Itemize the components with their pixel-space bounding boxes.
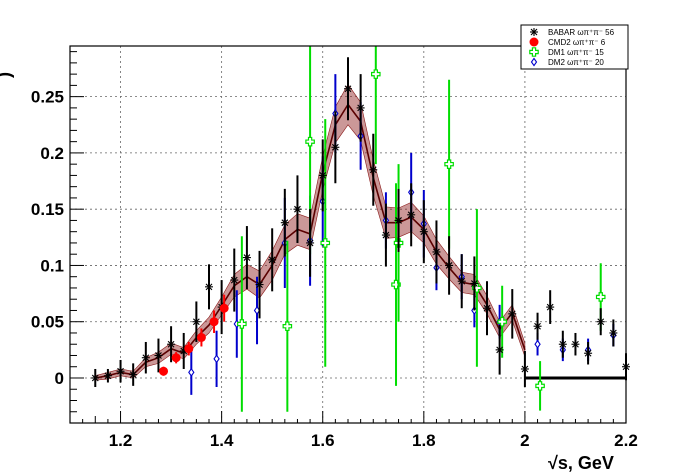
legend-marker xyxy=(529,37,539,47)
y-tick-label: 0.15 xyxy=(31,200,64,219)
data-point xyxy=(497,316,507,327)
data-point xyxy=(495,345,504,354)
y-tick-label: 0.1 xyxy=(40,256,64,275)
data-point xyxy=(596,317,605,326)
data-point xyxy=(571,340,580,349)
data-point xyxy=(369,165,378,174)
legend-label: BABAR ωπ⁺π⁻ 56 xyxy=(548,28,615,37)
data-point xyxy=(457,277,466,286)
y-tick-label: 0.2 xyxy=(40,144,64,163)
x-tick-label: 2 xyxy=(520,431,529,450)
data-point xyxy=(167,340,176,349)
series-1 xyxy=(159,294,229,376)
data-point xyxy=(219,303,229,313)
data-point xyxy=(320,238,331,248)
data-point xyxy=(520,364,529,373)
data-point xyxy=(129,370,138,379)
x-tick-label: 1.4 xyxy=(210,431,234,450)
legend-box xyxy=(520,24,629,70)
data-point xyxy=(306,238,315,247)
legend-label: CMD2 ωπ⁺π⁻ 6 xyxy=(548,38,606,47)
y-tick-label: 0.05 xyxy=(31,313,64,332)
data-point xyxy=(196,332,206,342)
data-point xyxy=(103,371,112,380)
data-point xyxy=(282,321,293,332)
data-point xyxy=(255,280,264,289)
data-point xyxy=(154,351,163,360)
data-point xyxy=(609,328,618,337)
data-point xyxy=(508,309,517,318)
tick-labels: 1.2 1.4 1.6 1.8 2 2.2 0 0.05 0.1 0.15 0.2 0.25 xyxy=(31,88,638,450)
data-point xyxy=(242,253,251,262)
data-point xyxy=(318,171,327,180)
data-point xyxy=(237,319,247,329)
data-point xyxy=(407,210,416,219)
data-point xyxy=(546,303,555,312)
x-tick-label: 1.2 xyxy=(109,431,133,450)
data-point xyxy=(344,84,352,93)
data-point xyxy=(91,373,100,382)
data-point xyxy=(371,69,381,79)
x-tick-label: 2.2 xyxy=(614,431,638,450)
x-tick-label: 1.8 xyxy=(412,431,436,450)
data-point xyxy=(584,349,593,358)
data-point xyxy=(192,317,201,326)
x-axis-title: √s, GeV xyxy=(548,453,614,472)
data-point xyxy=(188,367,195,377)
data-point xyxy=(268,255,277,264)
legend-marker xyxy=(530,57,538,67)
legend-marker xyxy=(530,28,538,36)
data-point xyxy=(381,231,390,240)
data-point xyxy=(184,344,194,354)
data-point xyxy=(280,218,289,227)
data-point xyxy=(230,276,239,285)
data-point xyxy=(472,283,482,293)
data-point xyxy=(116,367,125,376)
data-point xyxy=(534,339,541,349)
data-point xyxy=(213,354,220,364)
data-point xyxy=(356,103,365,112)
data-point xyxy=(159,366,169,376)
data-point xyxy=(305,136,315,147)
y-tick-label: 0 xyxy=(55,369,64,388)
data-points xyxy=(91,46,630,412)
data-point xyxy=(209,317,219,327)
data-point xyxy=(419,227,428,236)
data-point xyxy=(205,282,213,291)
legend-label: DM2 ωπ⁺π⁻ 20 xyxy=(548,58,604,67)
data-point xyxy=(558,340,567,349)
data-point xyxy=(483,304,491,313)
data-point xyxy=(595,292,606,302)
x-tick-label: 1.6 xyxy=(311,431,335,450)
data-point xyxy=(445,261,454,270)
data-point xyxy=(331,143,340,152)
data-point xyxy=(535,381,545,391)
data-point xyxy=(533,322,542,331)
data-point xyxy=(293,205,302,214)
data-point xyxy=(394,216,403,225)
axis-ticks xyxy=(69,51,627,424)
data-point xyxy=(444,159,454,169)
data-point xyxy=(141,353,150,362)
y-axis-title: ) xyxy=(0,72,14,78)
data-point xyxy=(432,247,441,256)
y-tick-label: 0.25 xyxy=(31,88,64,107)
legend-label: DM1 ωπ⁺π⁻ 15 xyxy=(548,48,604,57)
data-point xyxy=(470,279,479,288)
data-point xyxy=(171,353,181,363)
legend-marker xyxy=(529,47,539,57)
